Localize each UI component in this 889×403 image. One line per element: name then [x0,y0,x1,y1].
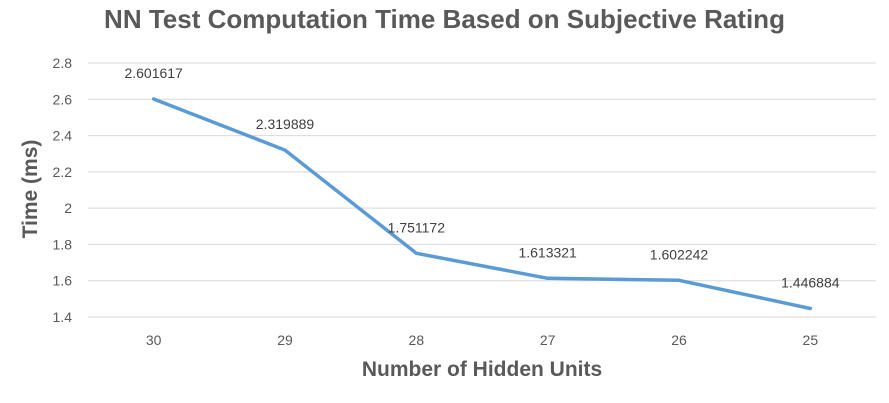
data-label: 1.446884 [781,274,840,290]
y-tick-label: 2.8 [53,55,73,71]
y-tick-label: 2 [64,200,72,216]
series-line [151,97,813,311]
x-axis-title: Number of Hidden Units [361,358,603,381]
x-tick-label: 28 [409,332,425,348]
data-label: 1.751172 [388,219,446,235]
data-label: 2.319889 [256,116,315,132]
data-point [546,276,550,280]
y-tick-label: 1.8 [53,236,73,252]
y-tick-label: 1.6 [53,273,73,289]
data-point [283,148,287,152]
data-label: 2.601617 [124,65,183,81]
data-point [152,97,156,101]
data-label: 1.602242 [650,246,709,262]
x-tick-label: 25 [803,332,819,348]
data-point [414,251,418,255]
x-tick-label: 27 [540,332,556,348]
data-point [677,278,681,282]
data-label: 1.613321 [518,244,577,260]
x-tick-label: 29 [277,332,293,348]
chart-title: NN Test Computation Time Based on Subjec… [104,4,785,34]
y-tick-label: 1.4 [53,309,73,325]
y-tick-label: 2.6 [53,91,73,107]
x-tick-label: 30 [146,332,162,348]
x-tick-label: 26 [671,332,687,348]
y-tick-label: 2.4 [53,128,73,144]
y-tick-label: 2.2 [53,164,73,180]
data-point [808,306,812,310]
